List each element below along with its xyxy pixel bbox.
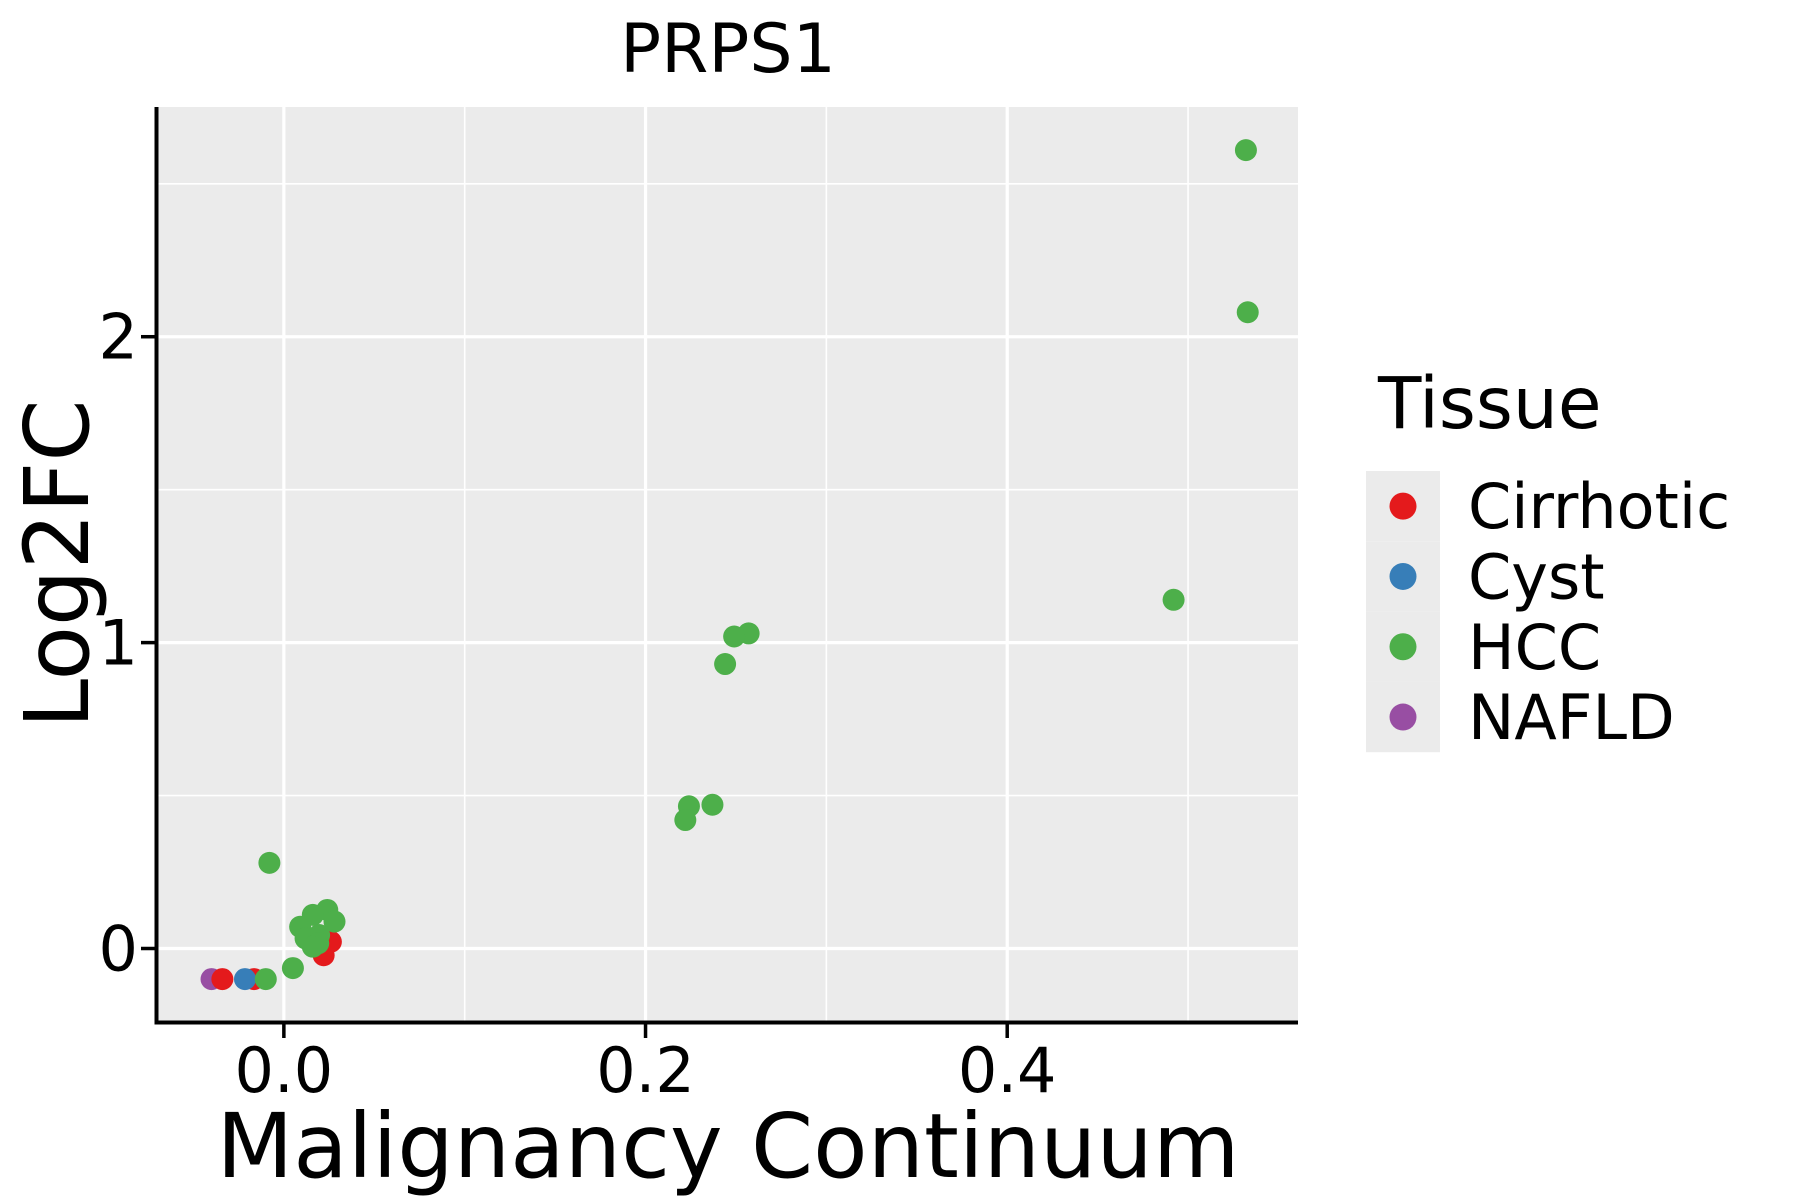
data-point-cirrhotic xyxy=(211,968,234,991)
legend-label: HCC xyxy=(1468,611,1601,684)
data-point-hcc xyxy=(1162,588,1185,611)
legend-key-dot-nafld xyxy=(1389,703,1417,731)
data-point-hcc xyxy=(323,910,346,933)
data-points xyxy=(200,139,1259,991)
y-tick-label: 0 xyxy=(99,913,138,986)
legend-key-dot-hcc xyxy=(1389,633,1417,661)
plot-panel xyxy=(158,107,1298,1021)
axis-tick-labels: 0.0 0.2 0.4 0 1 2 xyxy=(99,301,1057,1107)
legend-entry-cirrhotic: Cirrhotic xyxy=(1366,470,1730,543)
major-gridlines xyxy=(158,107,1298,1021)
x-tick-label: 0.2 xyxy=(596,1034,695,1107)
legend-label: Cyst xyxy=(1468,540,1605,613)
legend-entry-cyst: Cyst xyxy=(1366,540,1605,613)
y-tick-label: 2 xyxy=(99,301,138,374)
data-point-hcc xyxy=(723,625,746,648)
legend-key-dot-cyst xyxy=(1389,562,1417,590)
data-point-hcc xyxy=(1234,139,1257,162)
y-axis-title: Log2FC xyxy=(5,400,109,729)
x-axis-title: Malignancy Continuum xyxy=(216,1094,1239,1198)
legend-label: Cirrhotic xyxy=(1468,470,1730,543)
data-point-hcc xyxy=(301,935,324,958)
data-point-hcc xyxy=(674,809,697,832)
legend-title: Tissue xyxy=(1377,362,1602,445)
data-point-hcc xyxy=(1236,301,1259,324)
data-point-hcc xyxy=(714,653,737,676)
x-tick-label: 0.4 xyxy=(958,1034,1057,1107)
minor-gridlines xyxy=(158,107,1298,1021)
data-point-hcc xyxy=(254,968,277,991)
data-point-cyst xyxy=(233,968,256,991)
plot-title: PRPS1 xyxy=(620,10,836,89)
data-point-hcc xyxy=(258,851,281,874)
axis-lines xyxy=(154,107,1298,1025)
legend-label: NAFLD xyxy=(1468,681,1675,754)
data-point-hcc xyxy=(701,793,724,816)
x-tick-label: 0.0 xyxy=(235,1034,334,1107)
legend-entry-nafld: NAFLD xyxy=(1366,681,1675,754)
legend-key-dot-cirrhotic xyxy=(1389,492,1417,520)
data-point-hcc xyxy=(281,957,304,980)
y-tick-label: 1 xyxy=(99,607,138,680)
legend-entry-hcc: HCC xyxy=(1366,611,1601,684)
axis-ticks xyxy=(141,334,1009,1038)
